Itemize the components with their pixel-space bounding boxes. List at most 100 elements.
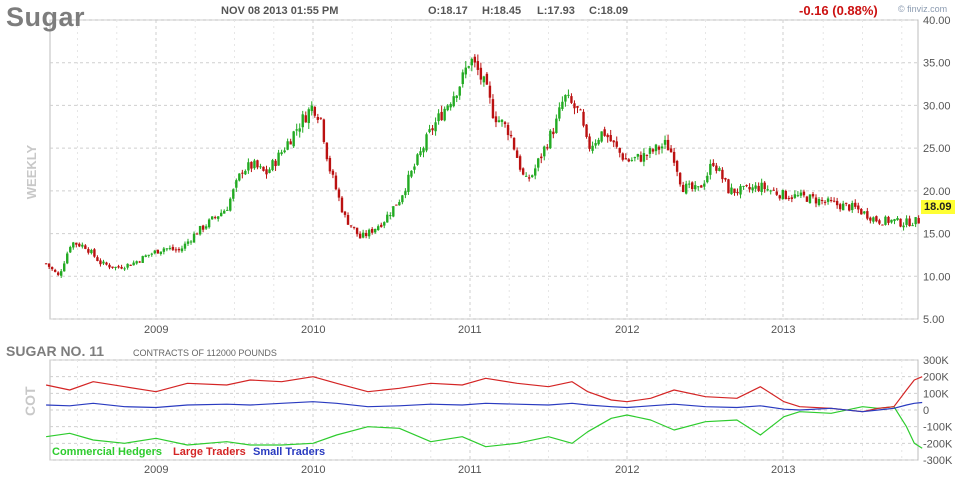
candle-body (437, 113, 440, 122)
candle-body (452, 96, 455, 107)
candle-body (766, 189, 769, 191)
candle-body (829, 199, 833, 201)
candle-body (129, 264, 132, 266)
candle-body (534, 168, 537, 176)
candle-body (286, 141, 289, 150)
candle-body (195, 233, 199, 235)
cot-panel-subtitle: CONTRACTS OF 112000 POUNDS (133, 348, 277, 358)
candle-body (848, 204, 851, 211)
candle-body (50, 267, 54, 270)
candle-body (555, 118, 558, 133)
price-panel-frame (49, 19, 919, 320)
candle-body (355, 227, 359, 235)
candle-body (337, 189, 341, 198)
candle-body (244, 170, 247, 175)
candle-body (126, 263, 129, 268)
candle-body (325, 142, 329, 160)
candle-body (440, 111, 443, 121)
candle-body (361, 232, 365, 238)
candle-body (908, 218, 911, 227)
candle-body (733, 188, 736, 193)
candle-body (576, 106, 579, 108)
quote-high: H:18.45 (482, 5, 522, 17)
period-label: WEEKLY (24, 144, 39, 200)
candle-body (778, 195, 781, 199)
candle-body (633, 157, 637, 159)
candle-body (343, 211, 347, 215)
candle-body (180, 248, 184, 252)
candle-body (521, 168, 525, 175)
candle-body (446, 105, 449, 111)
finviz-logo[interactable]: © finviz.com (898, 4, 947, 14)
symbol-title: Sugar (6, 2, 86, 32)
candle-body (787, 197, 791, 199)
candle-body (419, 151, 422, 156)
candle-body (458, 86, 461, 96)
candle-body (697, 186, 700, 188)
candle-body (712, 162, 715, 166)
candle-body (358, 233, 362, 239)
candle-body (105, 262, 108, 265)
candle-body (609, 135, 612, 142)
candle-body (642, 153, 646, 162)
candle-body (579, 109, 582, 111)
candle-body (120, 266, 123, 269)
candle-body (90, 249, 93, 254)
candle-body (648, 148, 652, 154)
cot-x-tick-label: 2013 (771, 464, 795, 476)
candle-body (476, 61, 480, 70)
price-y-tick-label: 25.00 (923, 143, 951, 155)
large-traders-line (45, 376, 923, 413)
candle-body (277, 152, 280, 166)
candle-body (93, 249, 96, 257)
quote-datetime: NOV 08 2013 01:55 PM (221, 5, 339, 17)
candle-body (603, 129, 606, 136)
candle-body (808, 194, 812, 204)
candle-body (220, 212, 223, 217)
cot-x-tick-label: 2012 (615, 464, 639, 476)
candle-body (669, 148, 673, 153)
candle-body (630, 159, 634, 161)
candle-body (793, 194, 797, 198)
candle-body (310, 105, 313, 112)
candle-body (721, 169, 724, 180)
candle-body (328, 157, 332, 172)
candle-body (549, 130, 552, 149)
candle-body (660, 146, 664, 149)
price-change: -0.16 (0.88%) (799, 3, 878, 18)
candle-body (377, 226, 380, 231)
candle-body (238, 173, 241, 181)
candle-body (304, 115, 307, 123)
candle-body (364, 232, 368, 237)
candle-body (274, 160, 277, 167)
price-x-tick-label: 2012 (615, 324, 639, 336)
candle-body (135, 261, 138, 264)
commercial-hedgers-line (46, 406, 923, 449)
candle-body (588, 136, 591, 149)
candle-body (700, 185, 703, 188)
candle-body (706, 175, 709, 183)
candle-body (772, 189, 775, 191)
candle-body (186, 241, 190, 244)
quote-close: C:18.09 (589, 5, 629, 17)
candle-body (334, 175, 338, 190)
candle-body (893, 219, 896, 222)
price-y-tick-label: 15.00 (923, 229, 951, 241)
candle-body (416, 154, 419, 165)
candle-body (724, 178, 727, 180)
candle-body (875, 216, 878, 222)
cot-y-tick-label: -200K (923, 438, 953, 450)
candle-body (503, 122, 507, 125)
candle-body (645, 154, 649, 156)
legend-large-traders: Large Traders (173, 446, 246, 458)
candle-body (262, 166, 265, 171)
candle-body (464, 67, 467, 75)
candle-body (543, 146, 546, 157)
candle-body (410, 170, 413, 177)
candle-body (745, 185, 748, 187)
cot-y-tick-label: 100K (923, 388, 949, 400)
candle-body (150, 253, 153, 255)
candle-body (256, 160, 259, 168)
candle-body (878, 220, 881, 224)
